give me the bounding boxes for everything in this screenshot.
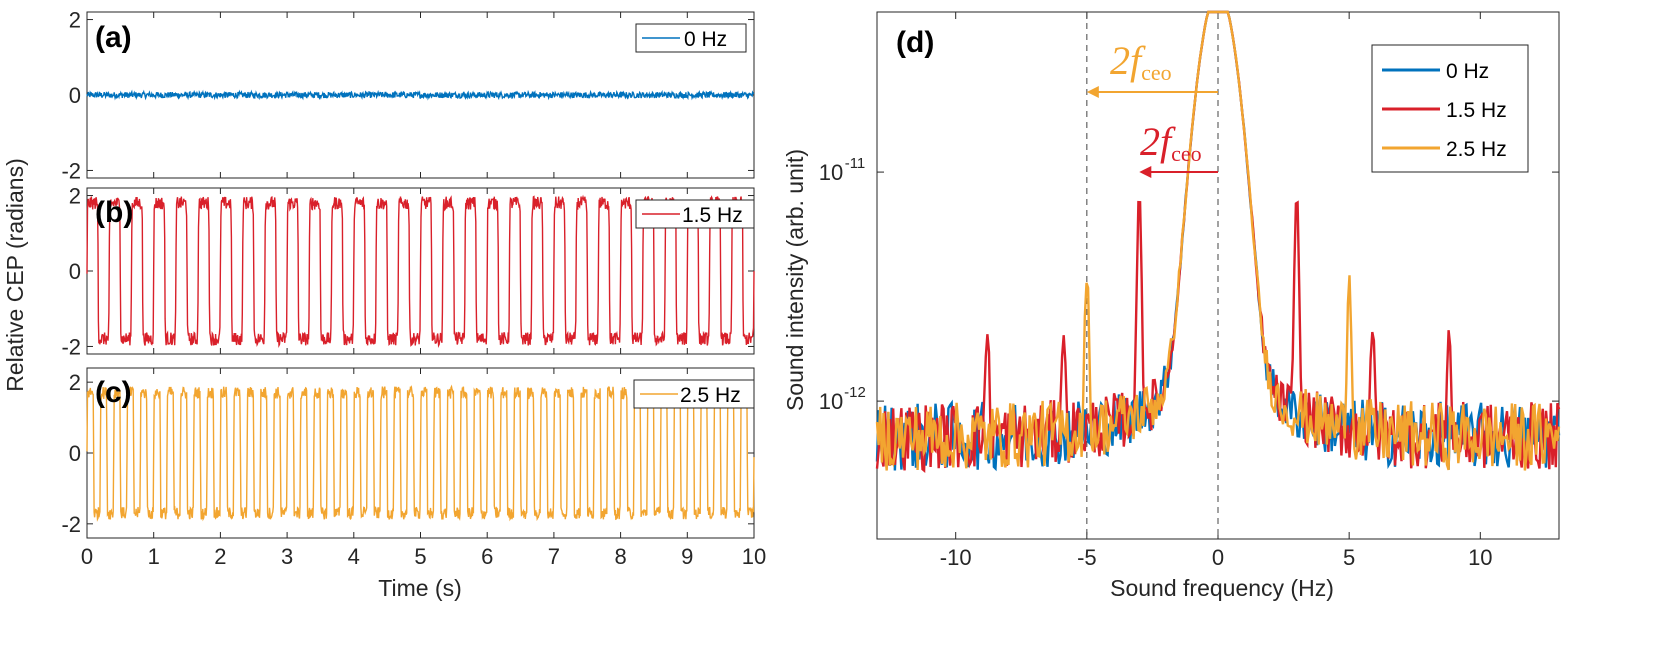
y-tick-label: 2	[69, 370, 81, 395]
annotation-arrowhead	[1139, 166, 1152, 178]
x-tick-label: 0	[81, 544, 93, 569]
right-x-axis-label: Sound frequency (Hz)	[1110, 575, 1334, 601]
panel-a-ticks: -2 0 2	[61, 8, 755, 183]
left-y-axis-label: Relative CEP (radians)	[2, 158, 28, 392]
legend-a-label: 0 Hz	[684, 28, 727, 51]
legend-d: 0 Hz 1.5 Hz 2.5 Hz	[1371, 44, 1529, 173]
x-tick-label: 9	[681, 544, 693, 569]
legend-d-label-0hz: 0 Hz	[1446, 60, 1489, 83]
annotation-arrowhead	[1086, 86, 1099, 98]
x-tick-label: 10	[742, 544, 766, 569]
right-y-axis-label: Sound intensity (arb. unit)	[782, 149, 808, 411]
left-x-axis-label: Time (s)	[378, 575, 461, 601]
panel-label-a: (a)	[95, 21, 132, 54]
annotation-subscript: ceo	[1141, 60, 1172, 85]
x-tick-label: 5	[414, 544, 426, 569]
x-tick-label: 6	[481, 544, 493, 569]
x-tick-label: 3	[281, 544, 293, 569]
legend-c-label: 2.5 Hz	[680, 384, 741, 407]
legend-d-label-1-5hz: 1.5 Hz	[1446, 99, 1507, 122]
y-tick-label: 2	[69, 8, 81, 33]
x-tick-label: 1	[148, 544, 160, 569]
y-tick-label: -2	[61, 158, 81, 183]
panel-label-b: (b)	[95, 196, 133, 229]
series-line-1-5hz-time	[86, 194, 755, 349]
panel-label-c: (c)	[95, 376, 132, 409]
y-tick-exponent: -11	[845, 155, 866, 172]
panel-d-series	[875, 10, 1561, 473]
legend-d-label-2-5hz: 2.5 Hz	[1446, 138, 1507, 161]
x-tick-label: 2	[214, 544, 226, 569]
x-tick-label: 10	[1468, 545, 1492, 570]
y-tick-label: 0	[69, 83, 81, 108]
legend-c: 2.5 Hz	[633, 379, 755, 409]
y-tick-label: 0	[69, 441, 81, 466]
x-tick-label: 8	[614, 544, 626, 569]
x-tick-label: 5	[1343, 545, 1355, 570]
y-tick-label: 10	[819, 160, 843, 185]
y-tick-label: -2	[61, 512, 81, 537]
annotation-subscript: ceo	[1171, 141, 1202, 166]
x-tick-label: 0	[1212, 545, 1224, 570]
panel-label-d: (d)	[896, 26, 934, 59]
legend-b-label: 1.5 Hz	[682, 204, 743, 227]
x-tick-label: 4	[348, 544, 360, 569]
y-tick-label: 10	[819, 389, 843, 414]
spectrum-line-2-5-hz	[875, 10, 1561, 471]
x-tick-label: 7	[548, 544, 560, 569]
panel-a: -2 0 2 (a) 0 Hz	[61, 8, 755, 183]
panel-b: -2 0 2 (b) 1.5 Hz	[61, 184, 755, 359]
legend-a: 0 Hz	[635, 23, 747, 53]
x-tick-label: -10	[940, 545, 972, 570]
legend-b: 1.5 Hz	[635, 199, 755, 229]
y-tick-label: -2	[61, 334, 81, 359]
x-tick-label: -5	[1077, 545, 1097, 570]
series-line-0hz-time	[86, 89, 755, 101]
panel-b-ticks: -2 0 2	[61, 184, 755, 359]
y-tick-exponent: -12	[844, 384, 866, 401]
y-tick-label: 0	[69, 259, 81, 284]
series-line-2-5hz-time	[86, 384, 755, 522]
y-tick-label: 2	[69, 184, 81, 209]
